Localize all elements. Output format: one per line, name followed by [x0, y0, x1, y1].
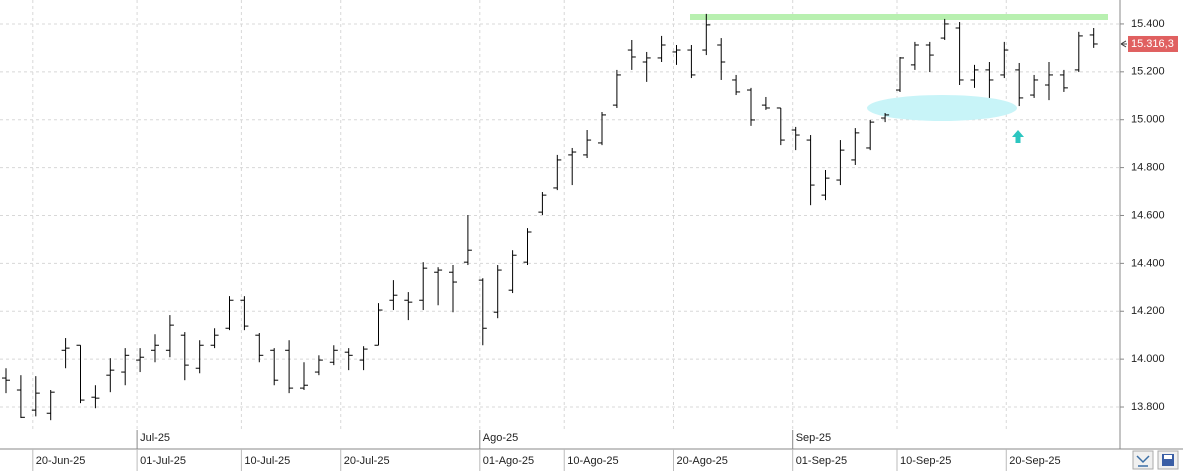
y-tick-label: 14.800: [1131, 162, 1165, 174]
save-button[interactable]: [1157, 450, 1179, 470]
y-tick-label: 14.200: [1131, 305, 1165, 317]
bars: [2, 13, 1098, 421]
x-tick-label: 10-Sep-25: [900, 455, 951, 467]
month-label: Ago-25: [483, 432, 518, 444]
y-tick-label: 15.400: [1131, 18, 1165, 30]
y-tick-label: 14.400: [1131, 257, 1165, 269]
y-tick-label: 14.600: [1131, 209, 1165, 221]
y-tick-label: 15.200: [1131, 66, 1165, 78]
zoom-button[interactable]: [1132, 450, 1154, 470]
last-price-box: [1128, 35, 1178, 52]
arrow-up: [1012, 130, 1024, 143]
x-tick-label: 20-Sep-25: [1009, 455, 1060, 467]
grid: [0, 0, 1120, 430]
x-tick-label: 20-Jun-25: [36, 455, 86, 467]
month-label: Sep-25: [796, 432, 831, 444]
x-tick-label: 10-Jul-25: [244, 455, 290, 467]
x-tick-label: 20-Ago-25: [677, 455, 728, 467]
x-tick-label: 01-Sep-25: [796, 455, 847, 467]
last-price-label: 15.316,3: [1131, 38, 1174, 50]
axes: 13.800 14.000 14.200 14.400 14.600 14.800 15.0…: [32, 18, 1178, 471]
last-price-pointer: [1120, 40, 1127, 48]
y-tick-label: 13.800: [1131, 401, 1165, 413]
y-tick-label: 15.000: [1131, 114, 1165, 126]
x-tick-label: 01-Ago-25: [483, 455, 534, 467]
x-tick-label: 10-Ago-25: [567, 455, 618, 467]
x-tick-label: 20-Jul-25: [344, 455, 390, 467]
support-ellipse: [867, 95, 1017, 121]
y-tick-label: 14.000: [1131, 353, 1165, 365]
x-tick-label: 01-Jul-25: [140, 455, 186, 467]
month-label: Jul-25: [140, 432, 170, 444]
